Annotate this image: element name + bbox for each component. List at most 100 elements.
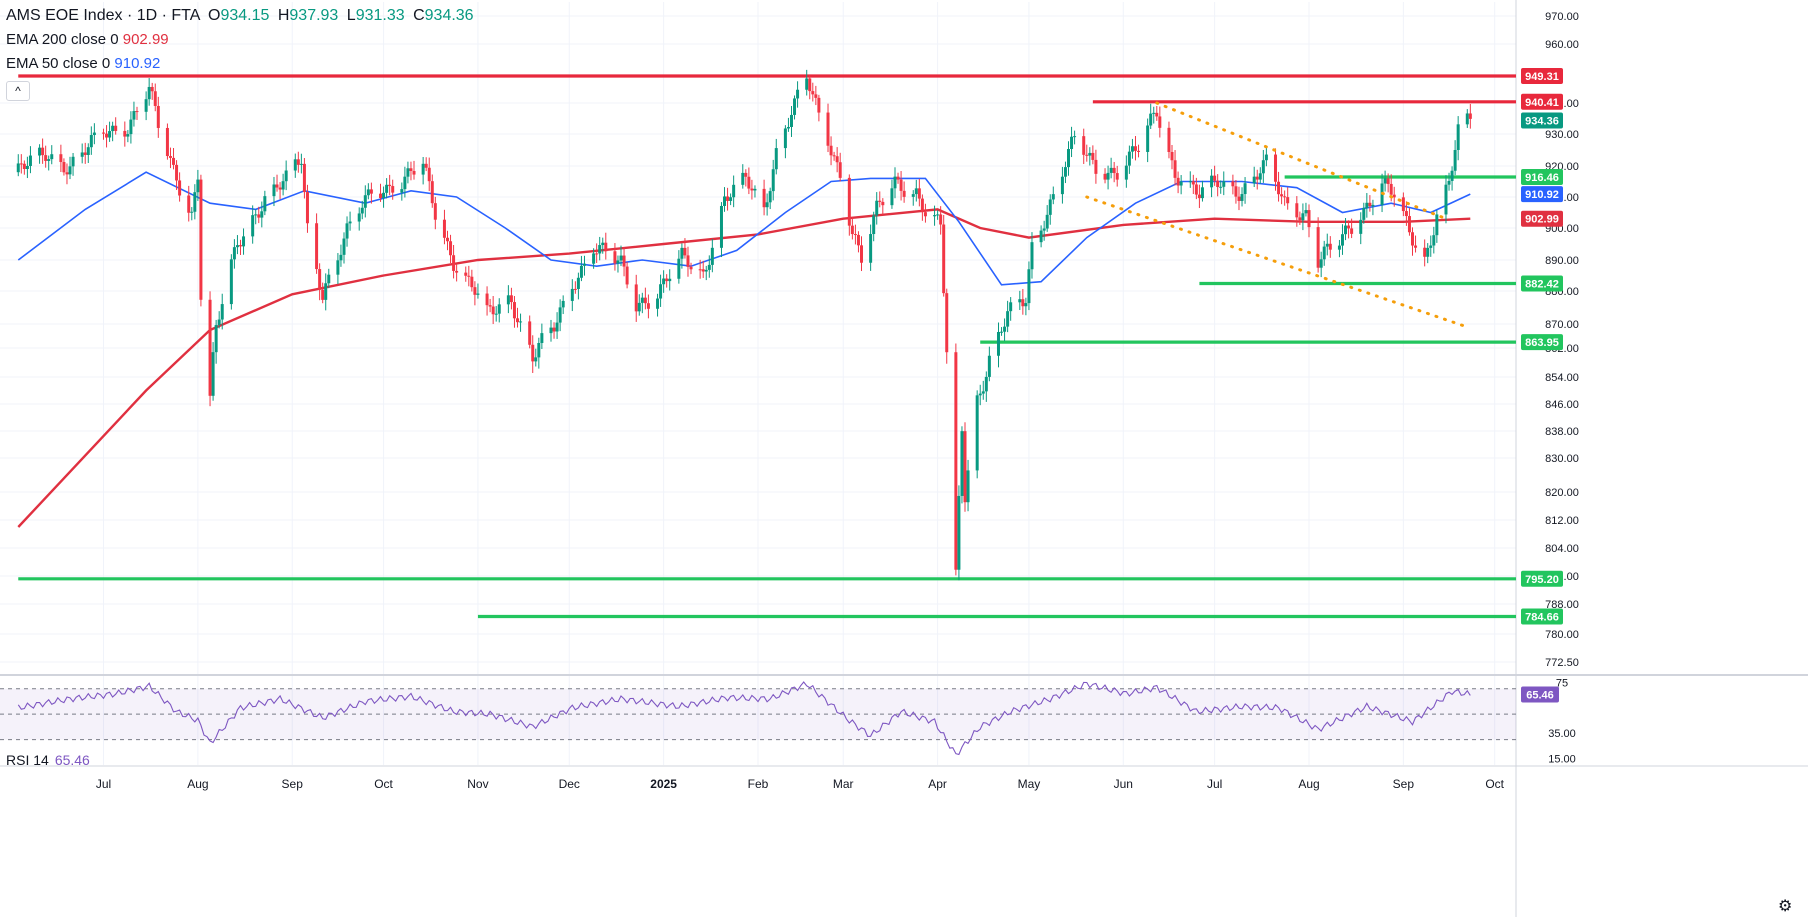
price-tick-label: 780.00: [1545, 629, 1579, 641]
candle-body: [336, 260, 340, 275]
candle-body: [348, 221, 352, 224]
candle-body: [80, 152, 84, 157]
candle-body: [1243, 183, 1247, 195]
candle-body: [199, 179, 203, 300]
candle-body: [1194, 184, 1198, 195]
candle-body: [1386, 178, 1390, 184]
dotted-trendline: [1085, 195, 1469, 329]
high-value: 937.93: [289, 7, 339, 24]
horizontal-levels[interactable]: [18, 74, 1516, 619]
trendlines[interactable]: [1085, 101, 1469, 329]
candle-body: [1280, 194, 1284, 197]
level-price-tag: [1521, 68, 1563, 84]
symbol-legend: AMS EOE Index · 1D · FTA O934.15 H937.93…: [6, 6, 474, 26]
ema200-label: EMA 200 close 0: [6, 31, 119, 48]
low-label: L: [346, 7, 356, 24]
candle-body: [1188, 181, 1192, 183]
candle-body: [878, 200, 882, 202]
ema50-legend[interactable]: EMA 50 close 0 910.92: [6, 54, 160, 74]
time-tick-label: 2025: [650, 777, 677, 791]
candle-body: [1456, 124, 1460, 151]
price-tick-label: 890.00: [1545, 255, 1579, 267]
candle-body: [1039, 230, 1043, 243]
candle-body: [28, 155, 32, 166]
candle-body: [488, 305, 492, 307]
candle-body: [683, 247, 687, 256]
candle-body: [850, 225, 854, 235]
candle-body: [217, 319, 221, 326]
symbol-title[interactable]: AMS EOE Index · 1D · FTA: [6, 7, 200, 24]
candle-body: [144, 99, 148, 112]
candle-body: [1137, 150, 1141, 152]
ema200-legend[interactable]: EMA 200 close 0 902.99: [6, 30, 169, 50]
candle-body: [1429, 245, 1433, 248]
candle-body: [555, 322, 559, 332]
candle-body: [768, 191, 772, 203]
candle-body: [25, 165, 29, 170]
candle-body: [1264, 154, 1268, 161]
candle-body: [391, 186, 395, 193]
candle-body: [1340, 234, 1344, 246]
candle-body: [665, 278, 669, 282]
candle-body: [729, 197, 733, 201]
candle-body: [890, 188, 894, 206]
candle-body: [582, 263, 586, 266]
rsi-legend[interactable]: RSI 14 65.46: [6, 752, 90, 768]
candle-body: [114, 125, 118, 131]
candle-body: [1328, 243, 1332, 250]
gear-icon[interactable]: ⚙: [1778, 898, 1793, 915]
candle-body: [1167, 127, 1171, 152]
candle-body: [996, 331, 1000, 356]
candle-body: [914, 188, 918, 195]
candle-body: [135, 111, 139, 113]
time-tick-label: Aug: [1298, 777, 1319, 791]
candle-body: [360, 207, 364, 214]
rsi-tick-label: 35.00: [1548, 728, 1576, 740]
candle-body: [449, 241, 453, 256]
level-price-tag: [1521, 210, 1563, 227]
candle-body: [662, 278, 666, 285]
price-axis[interactable]: 970.00960.00940.00930.00920.00910.00900.…: [1521, 11, 1579, 766]
candle-body: [573, 288, 577, 290]
ema200-value: 902.99: [122, 31, 169, 48]
candle-body: [939, 214, 943, 225]
candle-body: [1112, 167, 1116, 174]
candle-body: [1344, 225, 1348, 235]
candle-body: [272, 184, 276, 197]
candle-body: [540, 333, 544, 344]
candle-body: [975, 395, 979, 471]
time-tick-label: Apr: [928, 777, 947, 791]
time-tick-label: Jul: [96, 777, 111, 791]
candle-body: [339, 254, 343, 261]
candle-body: [403, 176, 407, 190]
time-tick-label: Nov: [467, 777, 488, 791]
candle-body: [860, 245, 864, 263]
candle-body: [190, 211, 194, 213]
candle-body: [379, 193, 383, 199]
candle-body: [786, 126, 790, 129]
candle-body: [178, 180, 182, 196]
candle-body: [1274, 154, 1278, 182]
collapse-legend-button[interactable]: ^: [6, 81, 30, 101]
candle-body: [284, 170, 288, 182]
candle-body: [251, 215, 255, 237]
candle-body: [433, 203, 437, 220]
candle-body: [656, 298, 660, 309]
candle-body: [936, 214, 940, 216]
candle-body: [829, 145, 833, 156]
candle-body: [601, 242, 605, 246]
candle-body: [826, 112, 830, 146]
candle-body: [1051, 194, 1055, 200]
candle-body: [954, 352, 958, 570]
level-price-tag: [1521, 93, 1563, 110]
candle-body: [257, 214, 261, 218]
candle-body: [704, 269, 708, 272]
time-axis[interactable]: Jul Aug Sep Oct Nov Dec 2025 Feb Mar Apr May Jun Jul…: [96, 777, 1505, 791]
candle-body: [1325, 243, 1329, 247]
candle-body: [1404, 211, 1408, 217]
candle-body: [1234, 186, 1238, 197]
candle-body: [165, 127, 169, 157]
candle-body: [1261, 160, 1265, 174]
candle-body: [613, 251, 617, 264]
